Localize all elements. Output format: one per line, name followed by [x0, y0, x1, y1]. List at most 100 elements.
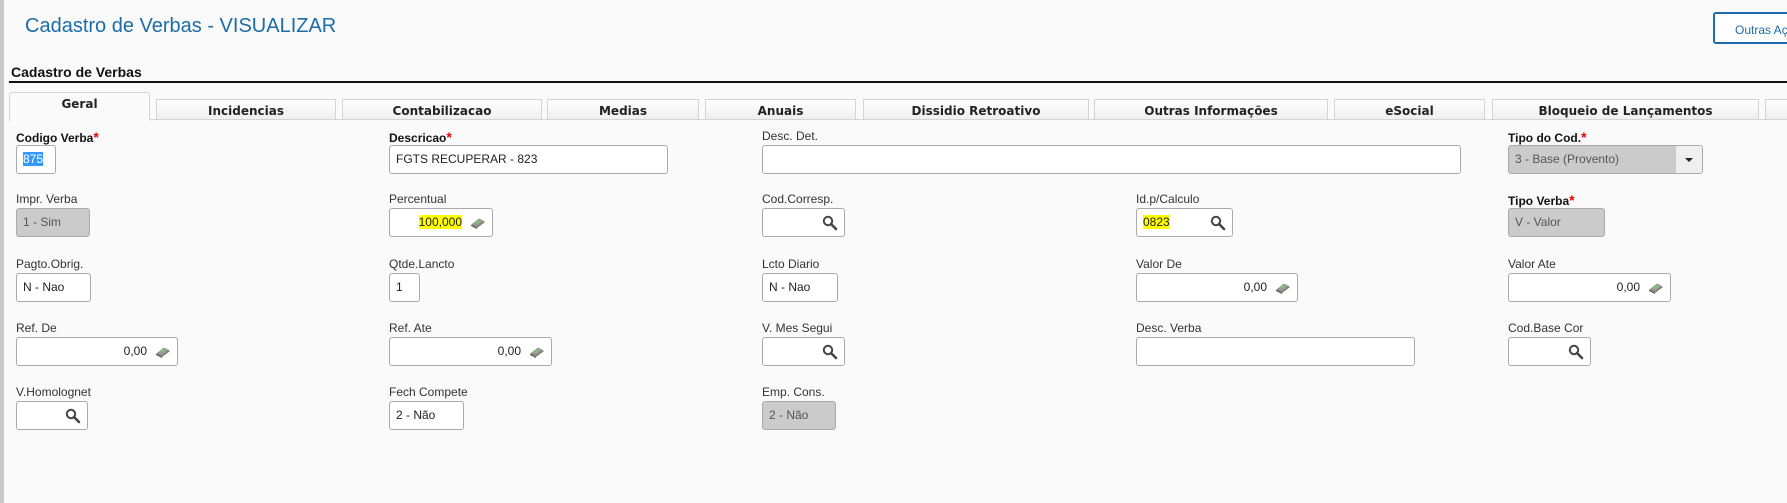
impr-verba-field: Impr. Verba 1 - Sim — [16, 192, 90, 237]
lcto-diario-field: Lcto Diario N - Nao — [762, 257, 838, 302]
section-title: Cadastro de Verbas — [11, 64, 142, 80]
tab-esocial[interactable]: eSocial — [1334, 99, 1485, 119]
id-calculo-input[interactable]: 0823 — [1136, 208, 1233, 237]
field-value: 875 — [23, 152, 44, 166]
tab-dissidio-retroativo[interactable]: Dissidio Retroativo — [863, 99, 1089, 119]
id-calculo-field: Id.p/Calculo 0823 — [1136, 192, 1233, 237]
search-icon[interactable] — [1210, 215, 1226, 231]
label-text: Cod.Base Cor — [1508, 321, 1584, 335]
field-value: 1 — [396, 280, 403, 294]
cod-base-cor-input[interactable] — [1508, 337, 1591, 366]
tipo-verba-input: V - Valor — [1508, 208, 1605, 237]
required-asterisk: * — [446, 129, 452, 145]
desc-verba-input[interactable] — [1136, 337, 1415, 366]
search-icon[interactable] — [822, 215, 838, 231]
codigo-verba-input[interactable]: 875 — [16, 145, 56, 174]
ref-ate-label: Ref. Ate — [389, 321, 552, 336]
label-text: V. Mes Segui — [762, 321, 833, 335]
tab-more[interactable] — [1765, 99, 1787, 119]
chevron-down-icon[interactable] — [1676, 146, 1702, 173]
field-value: N - Nao — [23, 280, 65, 294]
v-mes-segui-label: V. Mes Segui — [762, 321, 845, 336]
label-text: V.Homolognet — [16, 385, 91, 399]
label-text: Tipo Verba — [1508, 194, 1570, 208]
field-value: 100,000 — [418, 215, 462, 229]
field-value: N - Nao — [769, 280, 811, 294]
ref-de-field: Ref. De 0,00 — [16, 321, 178, 366]
page-title: Cadastro de Verbas - VISUALIZAR — [25, 15, 337, 37]
ref-ate-input[interactable]: 0,00 — [389, 337, 552, 366]
descricao-field: Descricao* FGTS RECUPERAR - 823 — [389, 129, 668, 174]
label-text: Tipo do Cod. — [1508, 131, 1582, 145]
fech-compete-input[interactable]: 2 - Não — [389, 401, 464, 430]
fech-compete-label: Fech Compete — [389, 385, 468, 400]
cod-corresp-input[interactable] — [762, 208, 845, 237]
valor-ate-label: Valor Ate — [1508, 257, 1671, 272]
ref-de-input[interactable]: 0,00 — [16, 337, 178, 366]
other-actions-button[interactable]: Outras Ações — [1713, 12, 1787, 44]
label-text: Valor De — [1136, 257, 1182, 271]
tab-anuais[interactable]: Anuais — [705, 99, 856, 119]
field-value: 3 - Base (Provento) — [1515, 152, 1620, 166]
impr-verba-label: Impr. Verba — [16, 192, 90, 207]
v-homolognet-input[interactable] — [16, 401, 88, 430]
tab-incidencias[interactable]: Incidencias — [156, 99, 336, 119]
valor-ate-field: Valor Ate 0,00 — [1508, 257, 1671, 302]
field-value: 0823 — [1143, 215, 1170, 229]
search-icon[interactable] — [822, 344, 838, 360]
desc-verba-field: Desc. Verba — [1136, 321, 1415, 366]
v-mes-segui-field: V. Mes Segui — [762, 321, 845, 366]
descricao-input[interactable]: FGTS RECUPERAR - 823 — [389, 145, 668, 174]
pagto-obrig-label: Pagto.Obrig. — [16, 257, 91, 272]
search-icon[interactable] — [65, 408, 81, 424]
valor-de-input[interactable]: 0,00 — [1136, 273, 1298, 302]
emp-cons-field: Emp. Cons. 2 - Não — [762, 385, 836, 430]
qtde-lancto-label: Qtde.Lancto — [389, 257, 454, 272]
v-mes-segui-input[interactable] — [762, 337, 845, 366]
tipo-verba-field: Tipo Verba* V - Valor — [1508, 192, 1605, 237]
required-asterisk: * — [1569, 192, 1575, 208]
calculator-icon[interactable] — [1275, 280, 1291, 296]
tab-contabilizacao[interactable]: Contabilizacao — [342, 99, 542, 119]
lcto-diario-input[interactable]: N - Nao — [762, 273, 838, 302]
calculator-icon[interactable] — [529, 344, 545, 360]
label-text: Ref. De — [16, 321, 57, 335]
label-text: Descricao — [389, 131, 447, 145]
calculator-icon[interactable] — [470, 215, 486, 231]
percentual-input[interactable]: 100,000 — [389, 208, 493, 237]
field-value: 0,00 — [1243, 280, 1267, 294]
tab-divider — [9, 119, 1787, 120]
label-text: Impr. Verba — [16, 192, 78, 206]
label-text: Pagto.Obrig. — [16, 257, 84, 271]
tab-outras-informa-es[interactable]: Outras Informações — [1094, 99, 1328, 119]
field-value: 2 - Não — [396, 408, 436, 422]
tab-bloqueio-de-lan-amentos[interactable]: Bloqueio de Lançamentos — [1492, 99, 1759, 119]
tipo-cod-field: Tipo do Cod.* 3 - Base (Provento) — [1508, 129, 1703, 174]
calculator-icon[interactable] — [1648, 280, 1664, 296]
tab-geral[interactable]: Geral — [9, 92, 150, 121]
desc-verba-label: Desc. Verba — [1136, 321, 1415, 336]
label-text: Lcto Diario — [762, 257, 820, 271]
tab-medias[interactable]: Medias — [547, 99, 699, 119]
ref-ate-field: Ref. Ate 0,00 — [389, 321, 552, 366]
field-value: 0,00 — [1616, 280, 1640, 294]
tipo-cod-select[interactable]: 3 - Base (Provento) — [1508, 145, 1703, 174]
label-text: Qtde.Lancto — [389, 257, 455, 271]
section-divider — [9, 81, 1787, 83]
label-text: Emp. Cons. — [762, 385, 825, 399]
required-asterisk: * — [1581, 129, 1587, 145]
qtde-lancto-field: Qtde.Lancto 1 — [389, 257, 454, 302]
calculator-icon[interactable] — [155, 344, 171, 360]
valor-ate-input[interactable]: 0,00 — [1508, 273, 1671, 302]
tipo-cod-label: Tipo do Cod.* — [1508, 129, 1703, 145]
codigo-verba-field: Codigo Verba* 875 — [16, 129, 99, 174]
pagto-obrig-field: Pagto.Obrig. N - Nao — [16, 257, 91, 302]
left-edge — [0, 0, 4, 503]
v-homolognet-field: V.Homolognet — [16, 385, 91, 430]
qtde-lancto-input[interactable]: 1 — [389, 273, 420, 302]
label-text: Desc. Verba — [1136, 321, 1202, 335]
search-icon[interactable] — [1568, 344, 1584, 360]
pagto-obrig-input[interactable]: N - Nao — [16, 273, 91, 302]
desc-det-input[interactable] — [762, 145, 1461, 174]
valor-de-label: Valor De — [1136, 257, 1298, 272]
